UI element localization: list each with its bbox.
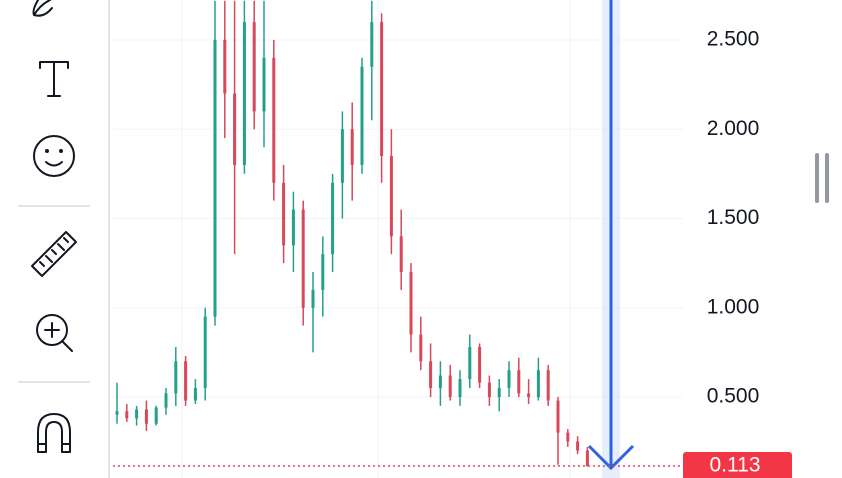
candle-body	[252, 22, 256, 112]
candle-body	[223, 39, 227, 94]
candle-body	[536, 370, 540, 397]
candle-body	[291, 209, 295, 246]
candle-body	[556, 400, 560, 433]
scroll-handle[interactable]	[825, 153, 829, 203]
candle-body	[135, 409, 139, 419]
candle-body	[301, 209, 305, 308]
candle-body	[350, 129, 354, 165]
y-tick-label: 1.500	[707, 206, 760, 229]
candle-body	[311, 289, 315, 308]
candle-body	[203, 316, 207, 389]
arrow-head	[587, 444, 635, 471]
candle-body	[487, 382, 491, 397]
last-price-label: 0.113	[710, 454, 761, 477]
magnet-tool[interactable]	[37, 413, 71, 453]
candle-body	[419, 334, 423, 362]
candle-body	[546, 370, 550, 401]
brush-tool[interactable]	[32, 0, 53, 17]
scroll-handle[interactable]	[815, 153, 819, 203]
vertical-grid	[181, 0, 571, 478]
candle-body	[213, 39, 217, 317]
candle-body	[115, 411, 119, 415]
candle-body	[125, 411, 129, 419]
candle-body	[331, 182, 335, 255]
candle-body	[576, 441, 580, 451]
zoom-tool[interactable]	[36, 314, 73, 352]
candle-body	[321, 254, 325, 290]
candle-body	[399, 236, 403, 273]
measure-arrow[interactable]	[587, 0, 635, 478]
candle-body	[429, 361, 433, 389]
candle-body	[242, 22, 246, 165]
y-tick-label: 1.000	[707, 295, 760, 318]
toolbar	[18, 0, 110, 478]
candle-body	[370, 22, 374, 67]
candle-body	[468, 346, 472, 380]
candle-body	[585, 450, 589, 467]
candle-body	[448, 375, 452, 397]
candle-body	[154, 407, 158, 424]
ruler-tool[interactable]	[31, 231, 77, 277]
candle-body	[566, 432, 570, 442]
candle-body	[262, 57, 266, 112]
candle-body	[272, 57, 276, 183]
candle-body	[478, 346, 482, 383]
candle-body	[380, 22, 384, 157]
candle-body	[340, 129, 344, 183]
candle-body	[527, 393, 531, 397]
y-tick-label: 2.000	[707, 117, 760, 140]
candle-body	[458, 379, 462, 397]
candle-body	[438, 375, 442, 389]
text-tool[interactable]	[39, 61, 69, 97]
candle-body	[507, 370, 511, 389]
y-tick-label: 2.500	[707, 28, 760, 51]
last-price-badge	[683, 452, 792, 478]
candle-body	[389, 156, 393, 237]
candle-body	[144, 409, 148, 424]
y-tick-label: 0.500	[707, 385, 760, 408]
candle-body	[517, 370, 521, 394]
candle-body	[184, 361, 188, 401]
candle-body	[282, 182, 286, 246]
candle-body	[409, 272, 413, 335]
candle-body	[233, 93, 237, 165]
candle-body	[497, 388, 501, 397]
emoji-tool[interactable]	[33, 135, 75, 177]
candle-body	[193, 388, 197, 401]
candle-body	[174, 361, 178, 394]
candle-body	[360, 66, 364, 165]
candle-body	[164, 393, 168, 408]
